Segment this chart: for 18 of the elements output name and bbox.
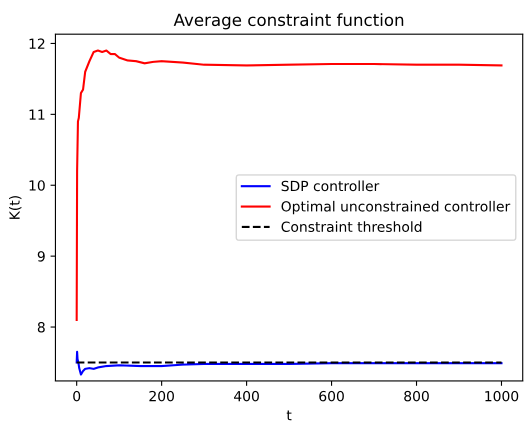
y-tick-label: 12 xyxy=(30,38,44,49)
y-tick-label: 8 xyxy=(38,322,45,333)
y-tick-label: 11 xyxy=(30,110,44,120)
x-tick-label: 800 xyxy=(404,390,429,402)
x-tick-label: 0 xyxy=(73,390,80,402)
legend-label: SDP controller xyxy=(282,180,380,192)
y-tick-label: 10 xyxy=(30,180,45,191)
y-axis-title: K(t) xyxy=(9,196,22,219)
x-tick-label: 200 xyxy=(149,390,174,402)
legend-label: Optimal unconstrained controller xyxy=(282,200,510,214)
x-axis-title: t xyxy=(286,410,292,420)
line-series xyxy=(76,350,503,376)
x-tick-label: 600 xyxy=(319,390,344,402)
x-tick-label: 400 xyxy=(234,390,259,402)
chart-title: Average constraint function xyxy=(174,13,404,30)
legend-label: Constraint threshold xyxy=(282,221,422,232)
y-tick-label: 9 xyxy=(38,251,45,262)
x-tick-label: 1000 xyxy=(485,390,518,402)
